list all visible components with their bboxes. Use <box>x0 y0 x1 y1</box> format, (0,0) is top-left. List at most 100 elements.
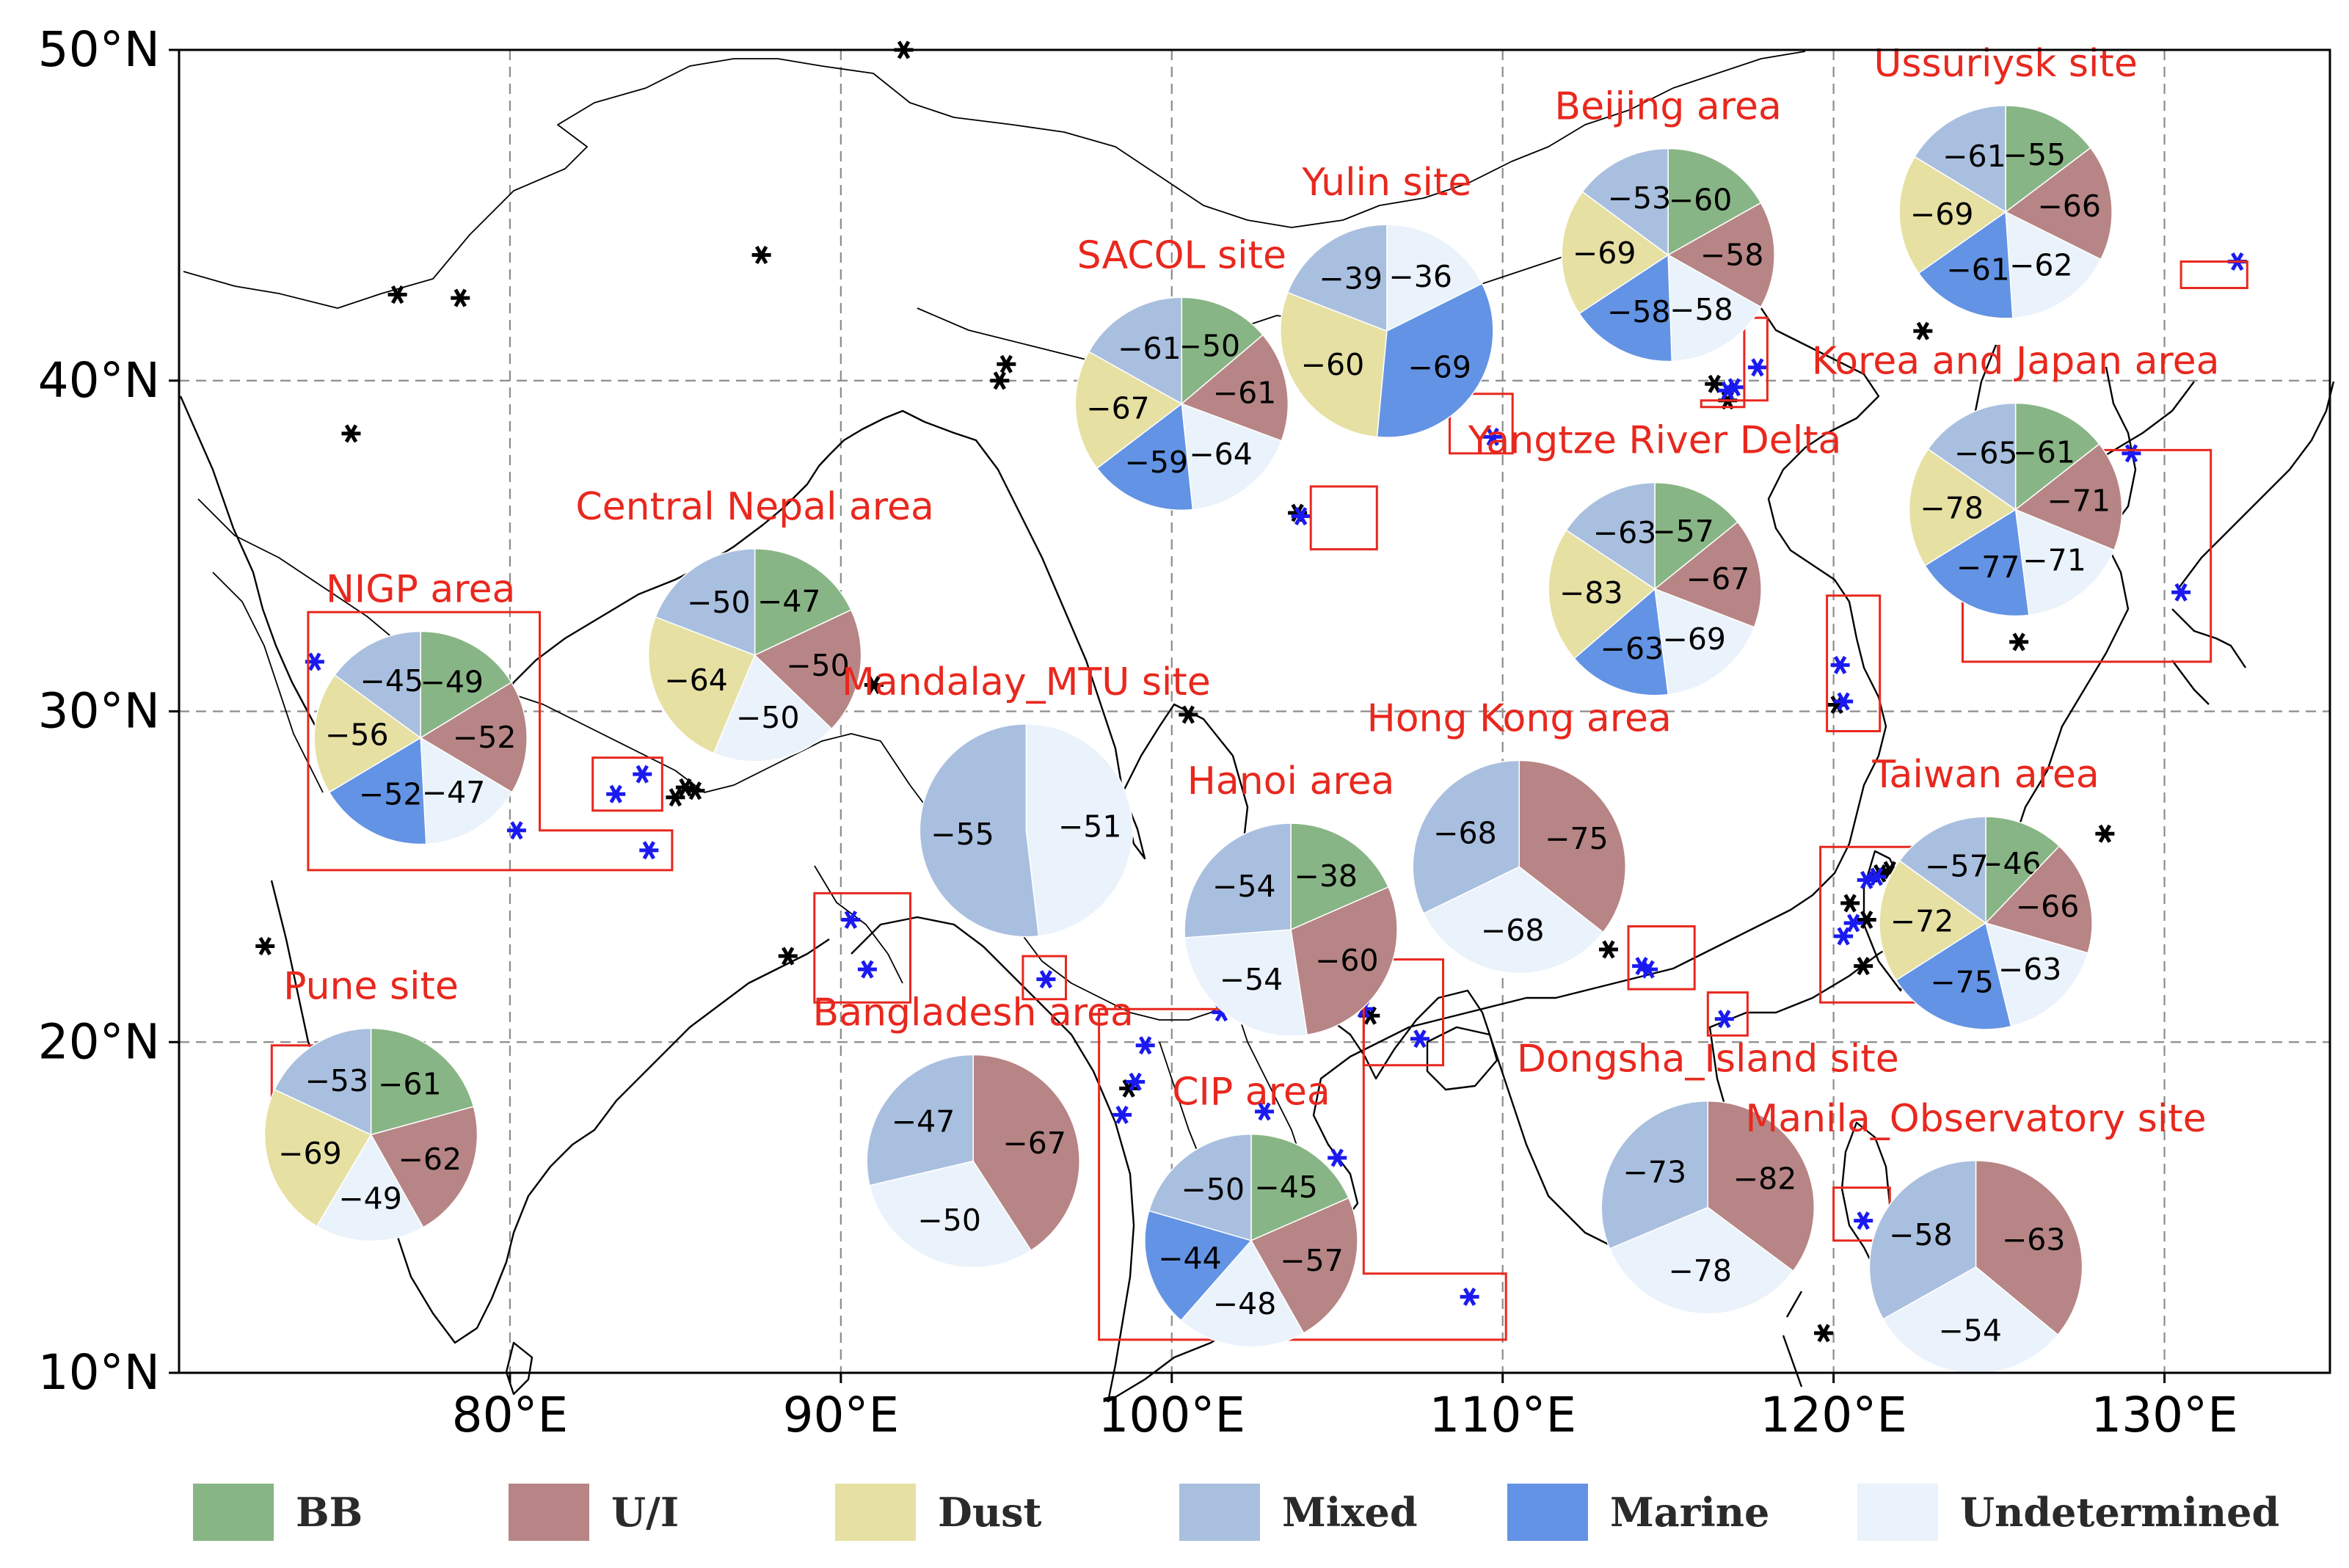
pie-slice-mixed <box>1412 759 1520 914</box>
pie-value-label: −47 <box>757 583 821 619</box>
region-label: Hong Kong area <box>1367 696 1672 740</box>
region-pie: −36 −69 −60 −39 <box>1280 224 1494 438</box>
station-marker-black <box>341 424 361 443</box>
pie-slice-ui <box>1667 202 1775 308</box>
region-pie: −63 −54 −58 <box>1868 1160 2083 1374</box>
pie-value-label: −36 <box>1388 259 1452 294</box>
region-label: Mandalay_MTU site <box>842 660 1211 704</box>
pie-slice-undetermined <box>1609 1206 1794 1315</box>
pie-slice-mixed <box>1148 1133 1252 1241</box>
legend-label-bb: BB <box>296 1489 363 1536</box>
pie-slice-dust <box>1280 291 1388 438</box>
pie-value-label: −71 <box>2047 484 2111 519</box>
japan-coast <box>2171 381 2335 705</box>
station-marker-blue <box>1483 427 1503 446</box>
station-marker-black <box>1840 894 1860 913</box>
pie-slice-undetermined <box>420 737 513 845</box>
pie-value-label: −58 <box>1889 1217 1953 1252</box>
pie-value-label: −49 <box>420 665 484 700</box>
pie-value-label: −38 <box>1294 858 1358 894</box>
pie-value-label: −54 <box>1212 869 1276 904</box>
pie-value-label: −73 <box>1623 1154 1687 1189</box>
station-marker-blue <box>1036 970 1056 989</box>
pie-value-label: −61 <box>1118 331 1181 366</box>
region-box <box>1706 991 1749 1037</box>
region-pie: −55−66−62−61−69−61 <box>1898 105 2113 319</box>
pie-value-label: −50 <box>1181 1172 1245 1207</box>
pie-slice-marine <box>328 737 427 845</box>
pie-slice-undetermined <box>2014 508 2115 616</box>
pie-value-label: −63 <box>1998 952 2062 987</box>
region-box <box>1098 1007 1507 1341</box>
pie-slice-undetermined <box>2005 211 2102 319</box>
region-box <box>1826 594 1882 732</box>
pie-slice-dust <box>1074 351 1183 470</box>
region-pie: −51 −55 <box>919 723 1134 938</box>
pie-value-label: −61 <box>2011 434 2075 470</box>
hainan-coast <box>1426 1026 1498 1091</box>
pie-value-label: −57 <box>1925 849 1989 884</box>
station-marker-blue <box>1410 1029 1430 1049</box>
pie-slice-bb <box>2014 402 2100 511</box>
pie-slice-ui <box>1290 886 1398 1036</box>
pie-value-label: −64 <box>664 663 728 698</box>
pie-slice-undetermined <box>1386 224 1483 332</box>
region-pie: −82 −78 −73 <box>1600 1100 1815 1315</box>
pie-slice-mixed <box>1184 823 1292 938</box>
region-label: NIGP area <box>326 568 515 612</box>
pie-value-label: −60 <box>1315 943 1379 978</box>
pie-slice-marine <box>1573 588 1669 696</box>
pie-value-label: −48 <box>1213 1286 1277 1321</box>
region-pie: −47−50−50−64−50 <box>647 548 862 762</box>
pie-value-label: −69 <box>1910 197 1974 232</box>
pie-value-label: −69 <box>1662 621 1726 657</box>
legend-swatch-mixed <box>1179 1484 1260 1541</box>
lat-tick-label: 20°N <box>38 1013 160 1070</box>
station-marker-blue <box>1854 1211 1873 1230</box>
pie-value-label: −69 <box>1573 236 1636 271</box>
pie-layer: −55−66−62−61−69−61−60−58−58−58−69−53−36−… <box>263 105 2123 1374</box>
pie-slice-mixed <box>1898 816 1986 925</box>
region-pie: −46−66−63−75−72−57 <box>1879 816 2093 1030</box>
pie-value-label: −59 <box>1125 445 1189 480</box>
pie-slice-mixed <box>866 1054 974 1186</box>
lat-tick-label: 30°N <box>38 683 160 740</box>
pie-slice-mixed <box>1914 105 2006 214</box>
region-pie: −57−67−69−63−83−63 <box>1548 481 1762 696</box>
station-marker-blue <box>639 841 659 860</box>
pie-value-label: −54 <box>1938 1313 2002 1348</box>
pie-slice-mixed <box>1286 224 1388 332</box>
region-label: CIP area <box>1172 1071 1330 1115</box>
legend-swatch-marine <box>1507 1484 1588 1541</box>
pie-slice-dust <box>647 616 756 754</box>
pie-value-label: −57 <box>1650 514 1714 549</box>
pie-value-label: −63 <box>1593 515 1657 550</box>
region-pie: −45 −57−48 −44 −50 <box>1144 1133 1358 1348</box>
region-label-layer: Ussuriysk site Beijing area Yulin site SACO… <box>283 42 2219 1141</box>
pie-value-label: −50 <box>917 1203 981 1238</box>
pie-slice-ui <box>370 1106 478 1228</box>
region-label: SACOL site <box>1077 233 1286 277</box>
station-marker-blue <box>1328 1148 1347 1167</box>
pie-value-label: −52 <box>359 776 423 812</box>
station-marker-black <box>997 354 1016 373</box>
pie-value-label: −50 <box>786 648 850 683</box>
pie-value-label: −53 <box>1608 180 1672 216</box>
pie-value-label: −51 <box>1058 809 1122 845</box>
pie-slice-ui <box>1653 521 1762 628</box>
pie-slice-ui <box>1180 334 1289 442</box>
station-marker-black <box>387 285 407 305</box>
pie-value-label: −64 <box>1189 437 1253 472</box>
pie-value-label: −67 <box>1686 561 1750 597</box>
pie-value-label: −77 <box>1956 550 2020 585</box>
pie-value-label: −49 <box>338 1181 402 1216</box>
region-box <box>1700 316 1769 409</box>
pie-slice-marine <box>1924 508 2030 617</box>
pie-value-label: −82 <box>1733 1162 1797 1197</box>
station-marker-blue <box>857 960 877 979</box>
pie-slice-bb <box>1654 481 1738 591</box>
station-marker-black <box>1913 321 1933 340</box>
region-label: Hanoi area <box>1187 759 1395 803</box>
pie-slice-undetermined <box>1180 1239 1305 1348</box>
pie-value-label: −53 <box>305 1063 369 1098</box>
